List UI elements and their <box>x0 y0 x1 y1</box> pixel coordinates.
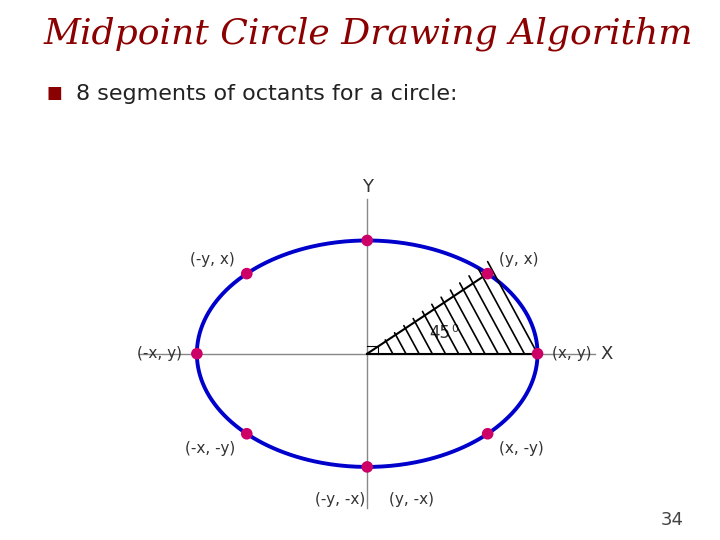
Text: (-x, -y): (-x, -y) <box>184 441 235 456</box>
Point <box>241 429 253 438</box>
Text: (y, -x): (y, -x) <box>389 492 434 507</box>
Text: (x, y): (x, y) <box>552 346 592 361</box>
Text: (-x, y): (-x, y) <box>137 346 182 361</box>
Point <box>482 269 493 278</box>
Point <box>532 349 544 358</box>
Text: 45: 45 <box>429 325 451 342</box>
Text: 8 segments of octants for a circle:: 8 segments of octants for a circle: <box>76 84 457 104</box>
Point <box>191 349 202 358</box>
Text: Midpoint Circle Drawing Algorithm: Midpoint Circle Drawing Algorithm <box>43 16 693 51</box>
Text: ■: ■ <box>47 84 63 102</box>
Text: 0: 0 <box>451 325 459 334</box>
Text: 34: 34 <box>661 511 684 529</box>
Point <box>361 236 373 245</box>
Text: (-y, -x): (-y, -x) <box>315 492 366 507</box>
Point <box>482 429 493 438</box>
Point <box>241 269 253 278</box>
Text: (x, -y): (x, -y) <box>500 441 544 456</box>
Text: Y: Y <box>361 178 373 195</box>
Text: X: X <box>600 345 613 363</box>
Point <box>361 463 373 471</box>
Text: (y, x): (y, x) <box>500 252 539 267</box>
Text: (-y, x): (-y, x) <box>190 252 235 267</box>
